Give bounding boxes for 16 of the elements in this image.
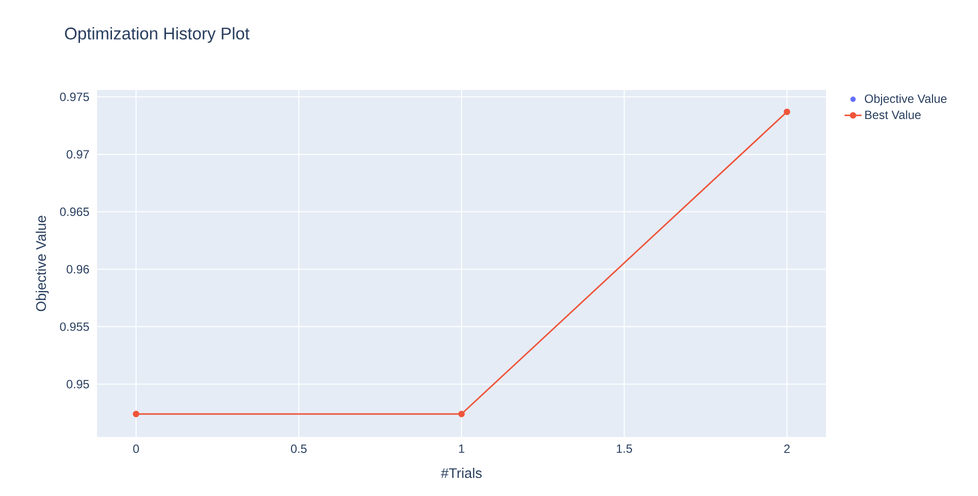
y-tick-label: 0.955 [60,322,89,331]
y-tick-label: 0.96 [66,265,89,274]
y-tick-label: 0.95 [66,380,89,388]
x-tick-label: 1 [459,444,464,453]
y-tick-label: 0.97 [66,150,89,159]
x-tick-label: 0.5 [290,444,307,453]
x-axis-title: #Trials [440,468,482,478]
legend-label: Best Value [865,110,921,120]
y-tick-label: 0.975 [60,92,89,102]
y-tick-label: 0.965 [60,208,89,216]
y-axis-title: Objective Value [36,216,49,312]
x-tick-label: 2 [784,444,790,453]
legend-label: Objective Value [864,94,947,106]
x-tick-label: 0 [133,444,139,453]
chart-title: Optimization History Plot [65,27,250,43]
x-tick-label: 1.5 [616,444,632,453]
